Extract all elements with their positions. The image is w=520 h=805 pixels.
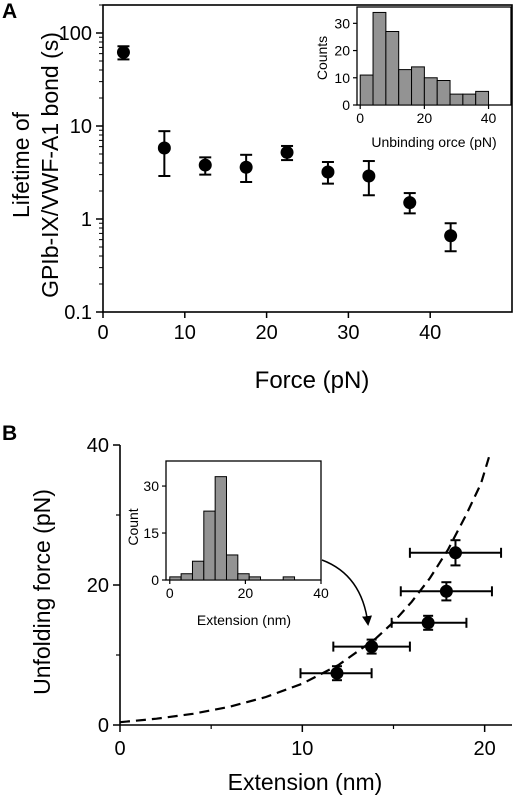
- panel-a-inset-histogram: 0 20 40 0 10 20 30 Unbinding orce (pN) Counts: [314, 6, 512, 150]
- panel-b-inset-bar: [203, 510, 216, 581]
- panel-b-inset-ylabel: Count: [125, 508, 141, 545]
- panel-a-inset-bar: [475, 90, 490, 106]
- panel-b-inset-bar: [282, 576, 296, 581]
- panel-b-point: [421, 616, 435, 630]
- panel-b-inset-bar: [248, 576, 262, 581]
- panel-a-point: [321, 165, 335, 179]
- panel-b-inset-xlabel: Extension (nm): [197, 612, 291, 628]
- panel-a-xtick-label: 40: [419, 322, 441, 344]
- panel-b-inset-bar: [237, 573, 250, 581]
- panel-a-inset-bar: [359, 74, 374, 106]
- panel-a-xlabel: Force (pN): [255, 367, 370, 394]
- panel-a-inset-ytick-label: 10: [334, 70, 350, 86]
- panel-label-b: B: [2, 422, 17, 445]
- panel-b-inset-ytick-label: 0: [151, 572, 159, 588]
- panel-a-inset-bars: [359, 11, 490, 106]
- panel-a-data: [116, 45, 458, 253]
- panel-a-xtick-label: 10: [174, 322, 196, 344]
- panel-b-axes: 0 10 20 0 20 40: [87, 435, 512, 760]
- panel-a-inset-bar: [385, 31, 400, 106]
- panel-a-frame: [102, 4, 513, 313]
- panel-b-xtick-label: 20: [474, 738, 496, 760]
- panel-a-point: [280, 145, 294, 159]
- panel-a-inset-xtick-label: 0: [356, 110, 364, 126]
- panel-b-ytick-label: 20: [87, 575, 109, 597]
- panel-a-ylabel-line2: GPIb-IX/VWF-A1 bond (s): [37, 32, 63, 298]
- panel-a-inset-ytick-label: 30: [334, 15, 350, 31]
- panel-a-inset-bar: [398, 69, 413, 106]
- panel-b-inset-xtick-label: 0: [166, 585, 174, 601]
- panel-a-xtick-label: 0: [97, 322, 108, 344]
- panel-b-inset-histogram: 0 20 40 0 15 30 Extension (nm) Count: [125, 460, 372, 628]
- panel-b-inset-frame: [165, 460, 322, 581]
- panel-a-ytick-label: 10: [70, 116, 92, 138]
- panel-b-point: [365, 640, 379, 654]
- panel-a-inset-ylabel: Counts: [314, 36, 330, 80]
- panel-a-inset-bar: [372, 11, 387, 106]
- panel-b-xtick-label: 10: [291, 738, 313, 760]
- panel-b-inset-ytick-label: 15: [143, 525, 159, 541]
- panel-a-inset-bar: [411, 66, 425, 106]
- panel-b-point: [330, 666, 344, 680]
- panel-a-ytick-label: 100: [59, 23, 92, 45]
- panel-a-xtick-label: 20: [255, 322, 277, 344]
- panel-b-plot: 0 10 20 0 20 40 Extension (nm) Unfolding forc…: [29, 435, 512, 795]
- panel-a-inset-xtick-label: 20: [417, 110, 433, 126]
- panel-b-data: [299, 539, 503, 682]
- panel-a-point: [362, 169, 376, 183]
- panel-b-inset-bars: [169, 476, 296, 581]
- panel-a-ylabel-line1: Lifetime of: [8, 111, 34, 218]
- panel-b-inset-axes: 0 20 40 0 15 30: [143, 478, 329, 601]
- panel-a-ytick-label: 0.1: [64, 302, 92, 324]
- panel-a-point: [157, 141, 171, 155]
- panel-a-ytick-label: 1: [81, 209, 92, 231]
- panel-b-inset-ytick-label: 30: [143, 478, 159, 494]
- panel-a-inset-xlabel: Unbinding orce (pN): [371, 134, 496, 150]
- panel-b-point: [439, 584, 453, 598]
- panel-a-inset-bar: [423, 77, 438, 106]
- panel-a-inset-ytick-label: 20: [334, 43, 350, 59]
- panel-a-point: [198, 158, 212, 172]
- panel-b-inset-xtick-label: 20: [238, 585, 254, 601]
- panel-b-point: [448, 546, 462, 560]
- panel-a-inset-bar: [449, 93, 464, 106]
- panel-a-inset-ytick-label: 0: [342, 97, 350, 113]
- panel-b-ylabel: Unfolding force (pN): [29, 489, 55, 695]
- panel-a-point: [444, 229, 458, 243]
- panel-b-inset-bar: [225, 554, 239, 581]
- panel-b-inset-bar: [169, 576, 182, 581]
- panel-a-inset-xtick-label: 40: [481, 110, 497, 126]
- panel-a-point: [239, 160, 253, 174]
- panel-a-inset-bar: [462, 93, 477, 106]
- panel-b-ytick-label: 40: [87, 435, 109, 457]
- panel-a-point: [403, 196, 417, 210]
- panel-b-ytick-label: 0: [98, 715, 109, 737]
- panel-a-point: [116, 45, 130, 59]
- panel-b-inset-xtick-label: 40: [313, 585, 329, 601]
- inset-pointer-arrow: [321, 559, 372, 626]
- panel-b-inset-bar: [191, 560, 205, 581]
- panel-b-xlabel: Extension (nm): [228, 769, 383, 795]
- panel-b-xtick-label: 0: [114, 738, 125, 760]
- panel-a-inset-bar: [436, 80, 451, 106]
- panel-b-inset-bar: [214, 476, 227, 581]
- panel-b-inset-bar: [180, 573, 193, 581]
- panel-a-inset-axes: 0 20 40 0 10 20 30: [334, 15, 496, 126]
- panel-label-a: A: [2, 0, 17, 23]
- panel-a-xtick-label: 30: [337, 322, 359, 344]
